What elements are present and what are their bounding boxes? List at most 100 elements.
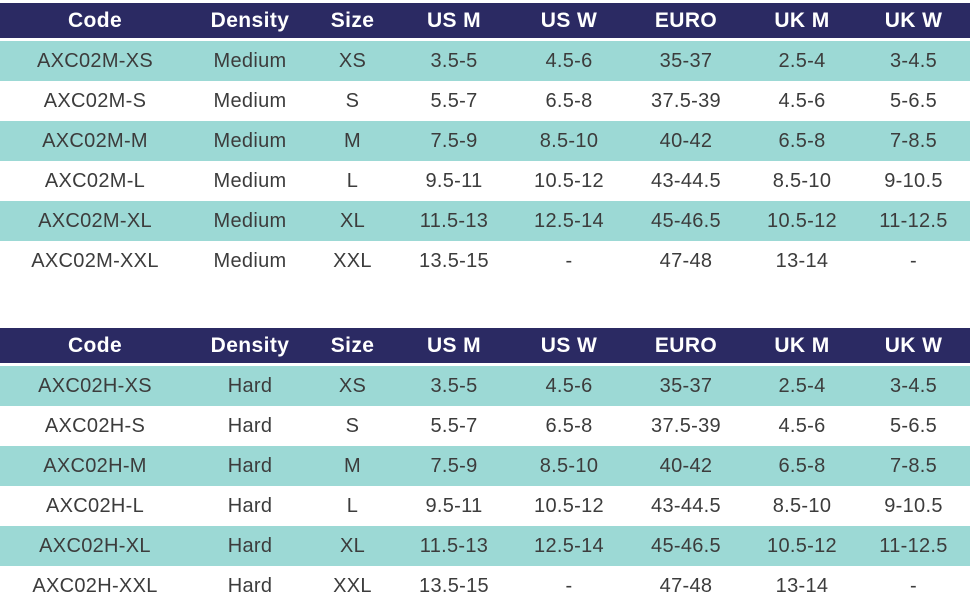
table-cell: 11-12.5 [857,526,970,566]
table-cell: AXC02H-XL [0,526,190,566]
table-cell: AXC02H-XXL [0,566,190,606]
table-cell: 4.5-6 [513,364,625,406]
table-row: AXC02M-XS Medium XS 3.5-5 4.5-6 35-37 2.5-4 3-4… [0,39,970,81]
table-cell: 35-37 [625,39,747,81]
table-cell: 3.5-5 [395,364,513,406]
table-cell: Medium [190,39,310,81]
table-cell: 12.5-14 [513,526,625,566]
table-cell: AXC02H-S [0,406,190,446]
table-cell: 11.5-13 [395,526,513,566]
table-cell: 11-12.5 [857,201,970,241]
table-cell: 13.5-15 [395,241,513,281]
table-cell: 6.5-8 [747,121,857,161]
table-cell: 4.5-6 [513,39,625,81]
table-cell: AXC02M-XXL [0,241,190,281]
column-header: US W [513,328,625,366]
table-cell: Hard [190,364,310,406]
table-cell: Medium [190,121,310,161]
column-header: UK W [857,328,970,366]
table-cell: M [310,121,395,161]
table-row: AXC02H-XXL Hard XXL 13.5-15-47-48 13-14- [0,566,970,606]
table-cell: 3.5-5 [395,39,513,81]
table-cell: S [310,81,395,121]
table-cell: Hard [190,446,310,486]
table-cell: 9-10.5 [857,161,970,201]
table-cell: 8.5-10 [513,446,625,486]
table-row: AXC02M-XL Medium XL 11.5-13 12.5-14 45-46.5 10… [0,201,970,241]
table-cell: Hard [190,526,310,566]
table-cell: 40-42 [625,446,747,486]
table-cell: L [310,486,395,526]
table-cell: Medium [190,161,310,201]
table-cell: - [857,241,970,281]
table-cell: AXC02M-S [0,81,190,121]
table-cell: AXC02M-XL [0,201,190,241]
table-cell: 4.5-6 [747,406,857,446]
table-row: AXC02M-S Medium S 5.5-7 6.5-8 37.5-39 4.5-6 5-6… [0,81,970,121]
table-cell: 10.5-12 [513,161,625,201]
table-cell: 12.5-14 [513,201,625,241]
table-cell: Hard [190,406,310,446]
table-cell: 13-14 [747,241,857,281]
table-header: Code Density Size US M US W EURO UK M UK W [0,328,970,366]
table-cell: 35-37 [625,364,747,406]
table-cell: 47-48 [625,241,747,281]
table-cell: 8.5-10 [513,121,625,161]
table-row: AXC02H-L Hard L 9.5-11 10.5-12 43-44.5 8.5-10 9… [0,486,970,526]
table-cell: 5-6.5 [857,81,970,121]
column-header: Density [190,328,310,366]
table-cell: Medium [190,81,310,121]
table-cell: - [513,241,625,281]
table-cell: 8.5-10 [747,486,857,526]
table-cell: AXC02M-L [0,161,190,201]
column-header: UK M [747,3,857,41]
table-cell: AXC02M-XS [0,39,190,81]
column-header: EURO [625,328,747,366]
table-cell: 5-6.5 [857,406,970,446]
table-cell: Hard [190,566,310,606]
table-cell: 6.5-8 [513,406,625,446]
column-header: US W [513,3,625,41]
table-cell: 7-8.5 [857,446,970,486]
table-cell: Medium [190,241,310,281]
table-cell: 7-8.5 [857,121,970,161]
table-cell: XS [310,364,395,406]
table-cell: XL [310,201,395,241]
table-cell: 5.5-7 [395,81,513,121]
table-cell: 13.5-15 [395,566,513,606]
column-header: Code [0,328,190,366]
table-header: Code Density Size US M US W EURO UK M UK W [0,3,970,41]
table-cell: 7.5-9 [395,446,513,486]
table-cell: XXL [310,566,395,606]
table-cell: AXC02H-M [0,446,190,486]
table-row: AXC02H-XS Hard XS 3.5-5 4.5-6 35-37 2.5-4 3-4.5 [0,364,970,406]
table-cell: 47-48 [625,566,747,606]
table-cell: M [310,446,395,486]
table-row: AXC02H-M Hard M 7.5-9 8.5-10 40-42 6.5-8 7-8.5 [0,446,970,486]
table-cell: 43-44.5 [625,161,747,201]
table-cell: 45-46.5 [625,526,747,566]
column-header: UK W [857,3,970,41]
table-cell: 9.5-11 [395,161,513,201]
column-header: EURO [625,3,747,41]
table-cell: 8.5-10 [747,161,857,201]
table-cell: 5.5-7 [395,406,513,446]
table-cell: XXL [310,241,395,281]
table-cell: 11.5-13 [395,201,513,241]
table-cell: 45-46.5 [625,201,747,241]
table-row: AXC02M-M Medium M 7.5-9 8.5-10 40-42 6.5-8 7-8.… [0,121,970,161]
table-cell: XS [310,39,395,81]
table-row: AXC02H-XL Hard XL 11.5-13 12.5-14 45-46.5 10.5… [0,526,970,566]
table-cell: 9.5-11 [395,486,513,526]
column-header: US M [395,328,513,366]
table-cell: 6.5-8 [747,446,857,486]
column-header: Density [190,3,310,41]
table-cell: 37.5-39 [625,81,747,121]
table-cell: Hard [190,486,310,526]
table-row: AXC02H-S Hard S 5.5-7 6.5-8 37.5-39 4.5-6 5-6.5 [0,406,970,446]
table-cell: AXC02H-L [0,486,190,526]
table-cell: L [310,161,395,201]
table-cell: 9-10.5 [857,486,970,526]
table-cell: S [310,406,395,446]
column-header: Size [310,328,395,366]
